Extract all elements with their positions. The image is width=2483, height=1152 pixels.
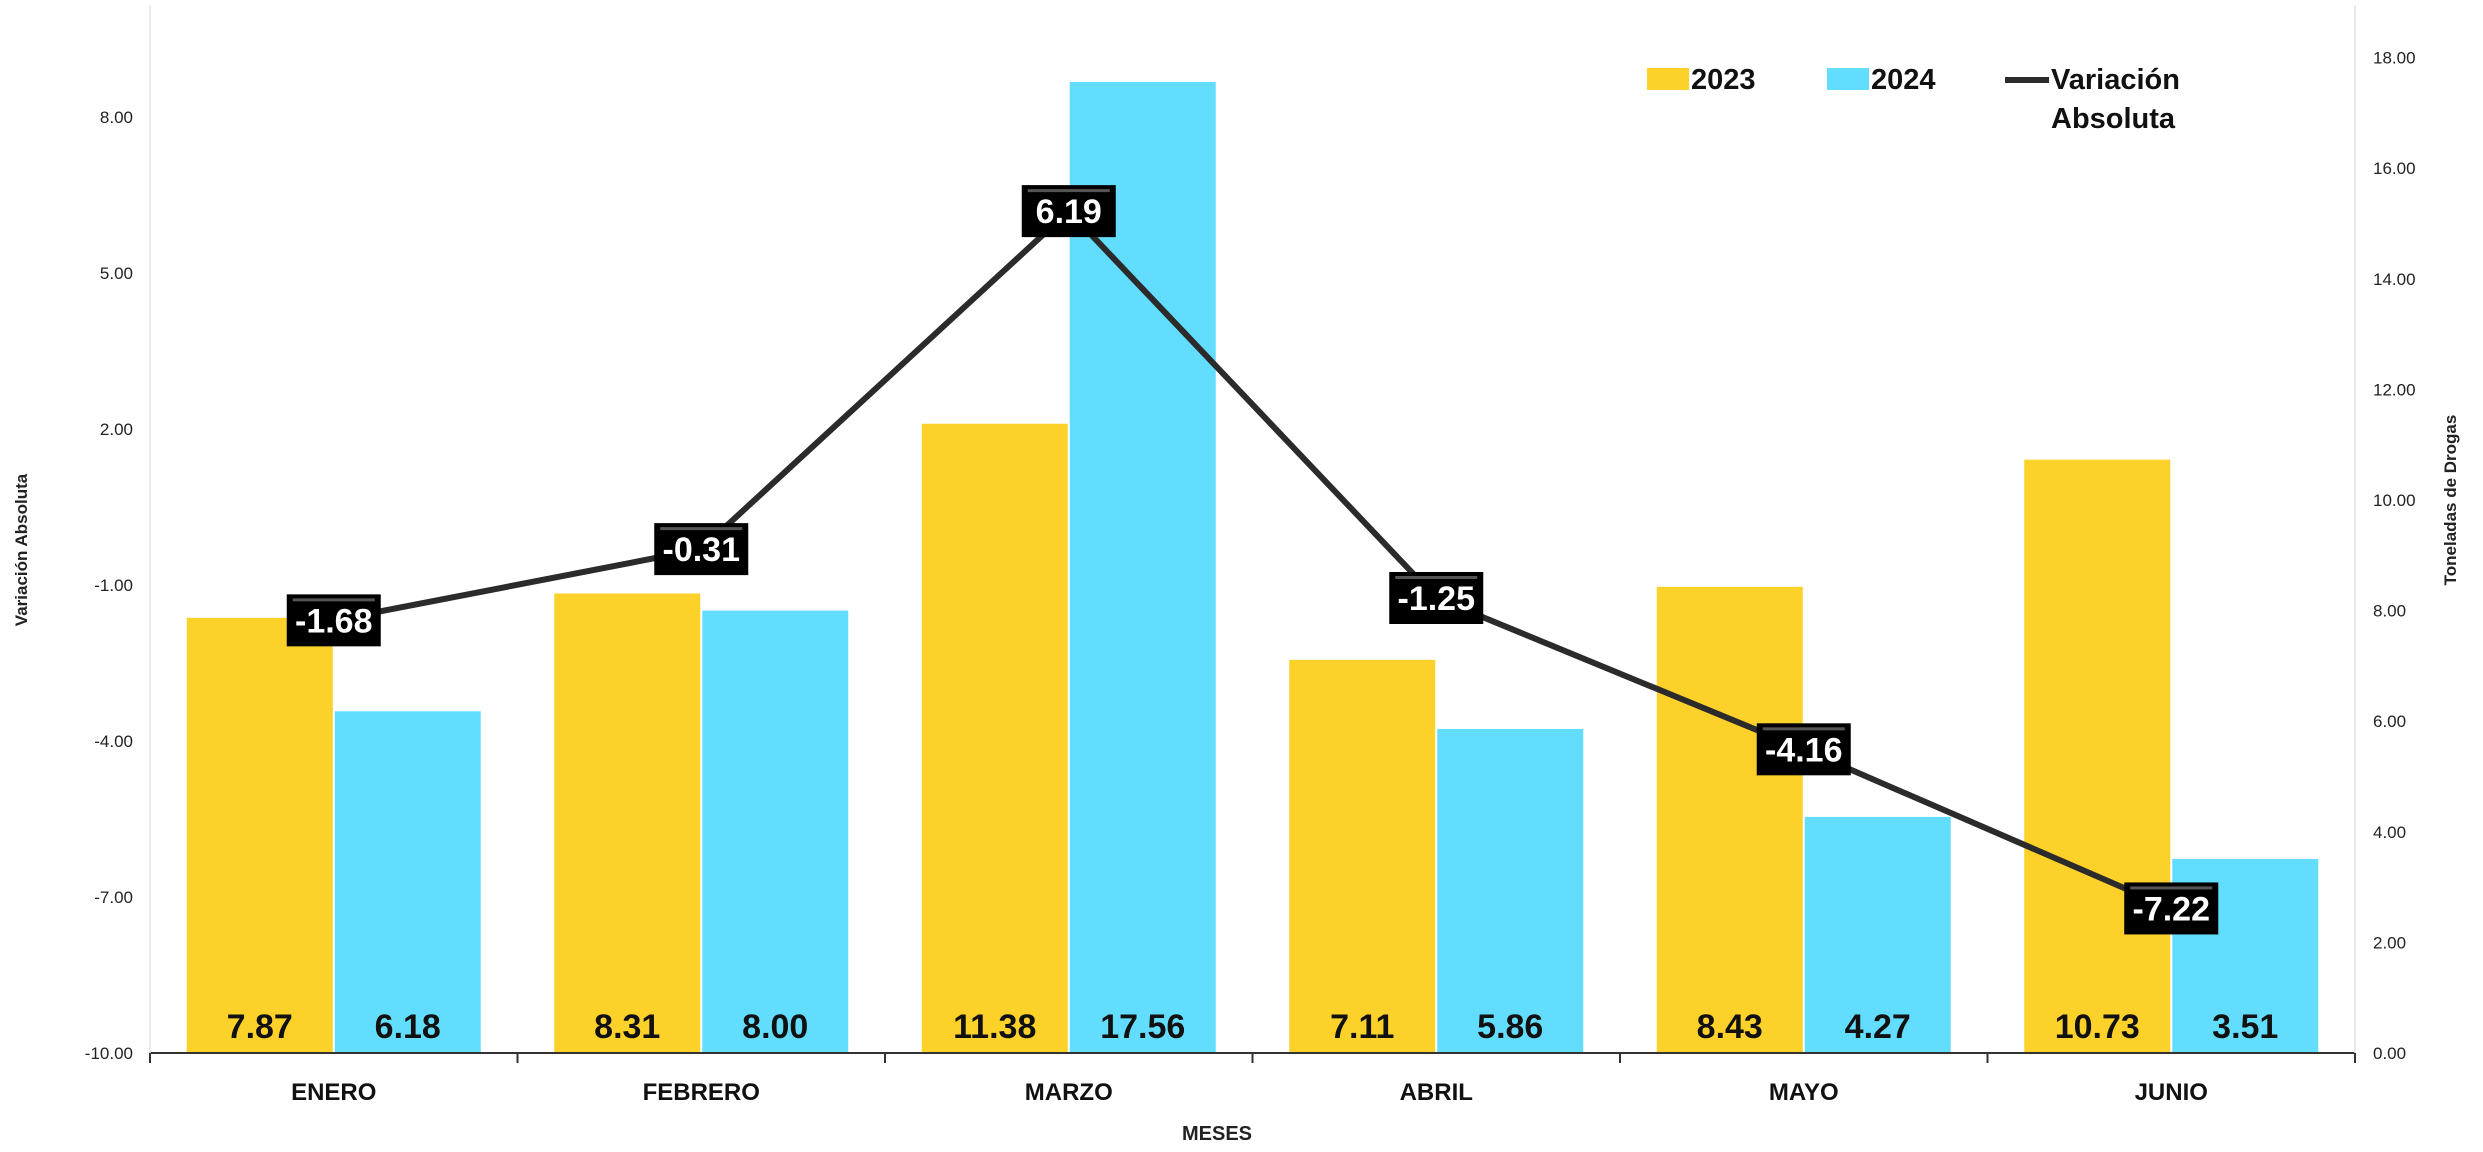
right-tick-label: 14.00 bbox=[2373, 270, 2416, 289]
left-axis-title: Variación Absoluta bbox=[12, 473, 31, 626]
right-tick-label: 8.00 bbox=[2373, 602, 2406, 621]
variation-label-bg bbox=[2124, 882, 2219, 935]
right-tick-label: 6.00 bbox=[2373, 712, 2406, 731]
legend-label-2023: 2023 bbox=[1691, 64, 1756, 96]
legend-swatch-2023 bbox=[1647, 68, 1689, 90]
x-axis-title: MESES bbox=[1182, 1123, 1252, 1145]
legend-label-2024: 2024 bbox=[1871, 64, 1936, 96]
variation-line-layer: -1.68 -0.31 6.19 -1.25 -4.16 -7.22 bbox=[286, 185, 2219, 935]
bar-2024 bbox=[1437, 728, 1584, 1053]
right-tick-label: 16.00 bbox=[2373, 159, 2416, 178]
variation-label-sheen bbox=[1762, 727, 1845, 731]
variation-label-box: -0.31 bbox=[654, 523, 749, 576]
bars-layer: 7.87 6.18 8.31 8.00 11.38 17.56 7.11 5.86 8.43 4.… bbox=[186, 81, 2319, 1053]
left-tick-label: 8.00 bbox=[100, 108, 133, 127]
variation-line bbox=[333, 208, 2173, 912]
right-tick-label: 2.00 bbox=[2373, 933, 2406, 952]
variation-data-label: -1.25 bbox=[1398, 580, 1476, 618]
right-tick-label: 12.00 bbox=[2373, 380, 2416, 399]
right-tick-label: 0.00 bbox=[2373, 1044, 2406, 1063]
bar-2023 bbox=[186, 617, 333, 1053]
bar-2023 bbox=[1289, 659, 1436, 1053]
bar-2024 bbox=[1804, 816, 1951, 1053]
data-label-2023: 8.43 bbox=[1697, 1008, 1763, 1046]
variation-label-box: -1.25 bbox=[1389, 572, 1484, 624]
left-tick-label: 5.00 bbox=[100, 264, 133, 283]
data-label-2024: 17.56 bbox=[1100, 1008, 1185, 1046]
variation-label-box: 6.19 bbox=[1021, 185, 1116, 238]
right-tick-label: 10.00 bbox=[2373, 491, 2416, 510]
x-tick-label: ENERO bbox=[291, 1079, 376, 1106]
variation-label-bg bbox=[286, 594, 381, 647]
data-label-2023: 8.31 bbox=[594, 1008, 660, 1046]
variation-label-bg bbox=[1389, 572, 1484, 624]
x-tick-label: FEBRERO bbox=[643, 1079, 760, 1106]
variation-label-sheen bbox=[1027, 189, 1110, 193]
bar-2023 bbox=[2024, 459, 2171, 1053]
variation-label-bg bbox=[1021, 185, 1116, 238]
bar-2023 bbox=[921, 423, 1068, 1053]
bar-2024 bbox=[334, 711, 481, 1053]
variation-data-label: 6.19 bbox=[1036, 193, 1102, 231]
variation-label-sheen bbox=[660, 527, 743, 531]
left-tick-label: -10.00 bbox=[85, 1044, 133, 1063]
legend-label-variation: Variación Absoluta bbox=[2051, 64, 2180, 135]
variation-label-bg bbox=[1756, 723, 1851, 776]
data-label-2024: 6.18 bbox=[375, 1008, 441, 1046]
left-tick-label: -1.00 bbox=[94, 576, 133, 595]
data-label-2023: 7.11 bbox=[1330, 1008, 1394, 1046]
data-label-2023: 10.73 bbox=[2055, 1008, 2140, 1046]
data-label-2024: 5.86 bbox=[1477, 1008, 1543, 1046]
data-label-2023: 11.38 bbox=[953, 1008, 1036, 1046]
right-tick-label: 18.00 bbox=[2373, 49, 2416, 68]
legend: 2023 2024 Variación Absoluta bbox=[1647, 64, 2180, 135]
variation-label-box: -7.22 bbox=[2124, 882, 2219, 935]
variation-label-sheen bbox=[2130, 886, 2213, 890]
left-tick-label: 2.00 bbox=[100, 420, 133, 439]
data-label-2024: 4.27 bbox=[1845, 1008, 1911, 1046]
x-tick-label: ABRIL bbox=[1400, 1079, 1473, 1106]
x-tick-label: MAYO bbox=[1769, 1079, 1839, 1106]
variation-data-label: -1.68 bbox=[295, 602, 373, 640]
bar-2024 bbox=[702, 610, 849, 1053]
variation-label-sheen bbox=[1395, 576, 1478, 579]
bar-2023 bbox=[554, 593, 701, 1053]
right-axis-title: Toneladas de Drogas bbox=[2441, 415, 2460, 586]
variation-data-label: -4.16 bbox=[1765, 731, 1843, 769]
data-label-2024: 8.00 bbox=[742, 1008, 808, 1046]
variation-label-bg bbox=[654, 523, 749, 576]
variation-label-box: -4.16 bbox=[1756, 723, 1851, 776]
variation-data-label: -0.31 bbox=[663, 531, 741, 569]
bar-2024 bbox=[1069, 81, 1216, 1053]
x-tick-label: JUNIO bbox=[2135, 1079, 2208, 1106]
left-tick-label: -7.00 bbox=[94, 888, 133, 907]
data-label-2023: 7.87 bbox=[227, 1008, 293, 1046]
x-tick-label: MARZO bbox=[1025, 1079, 1113, 1106]
right-tick-label: 4.00 bbox=[2373, 823, 2406, 842]
bar-2023 bbox=[1656, 586, 1803, 1053]
left-tick-label: -4.00 bbox=[94, 732, 133, 751]
axes-layer: ENERO FEBRERO MARZO ABRIL MAYO JUNIO -10.00 -7.… bbox=[85, 5, 2416, 1106]
variation-label-sheen bbox=[292, 598, 375, 602]
variation-data-label: -7.22 bbox=[2133, 890, 2211, 928]
variation-label-box: -1.68 bbox=[286, 594, 381, 647]
legend-swatch-2024 bbox=[1827, 68, 1869, 90]
data-label-2024: 3.51 bbox=[2212, 1008, 2278, 1046]
